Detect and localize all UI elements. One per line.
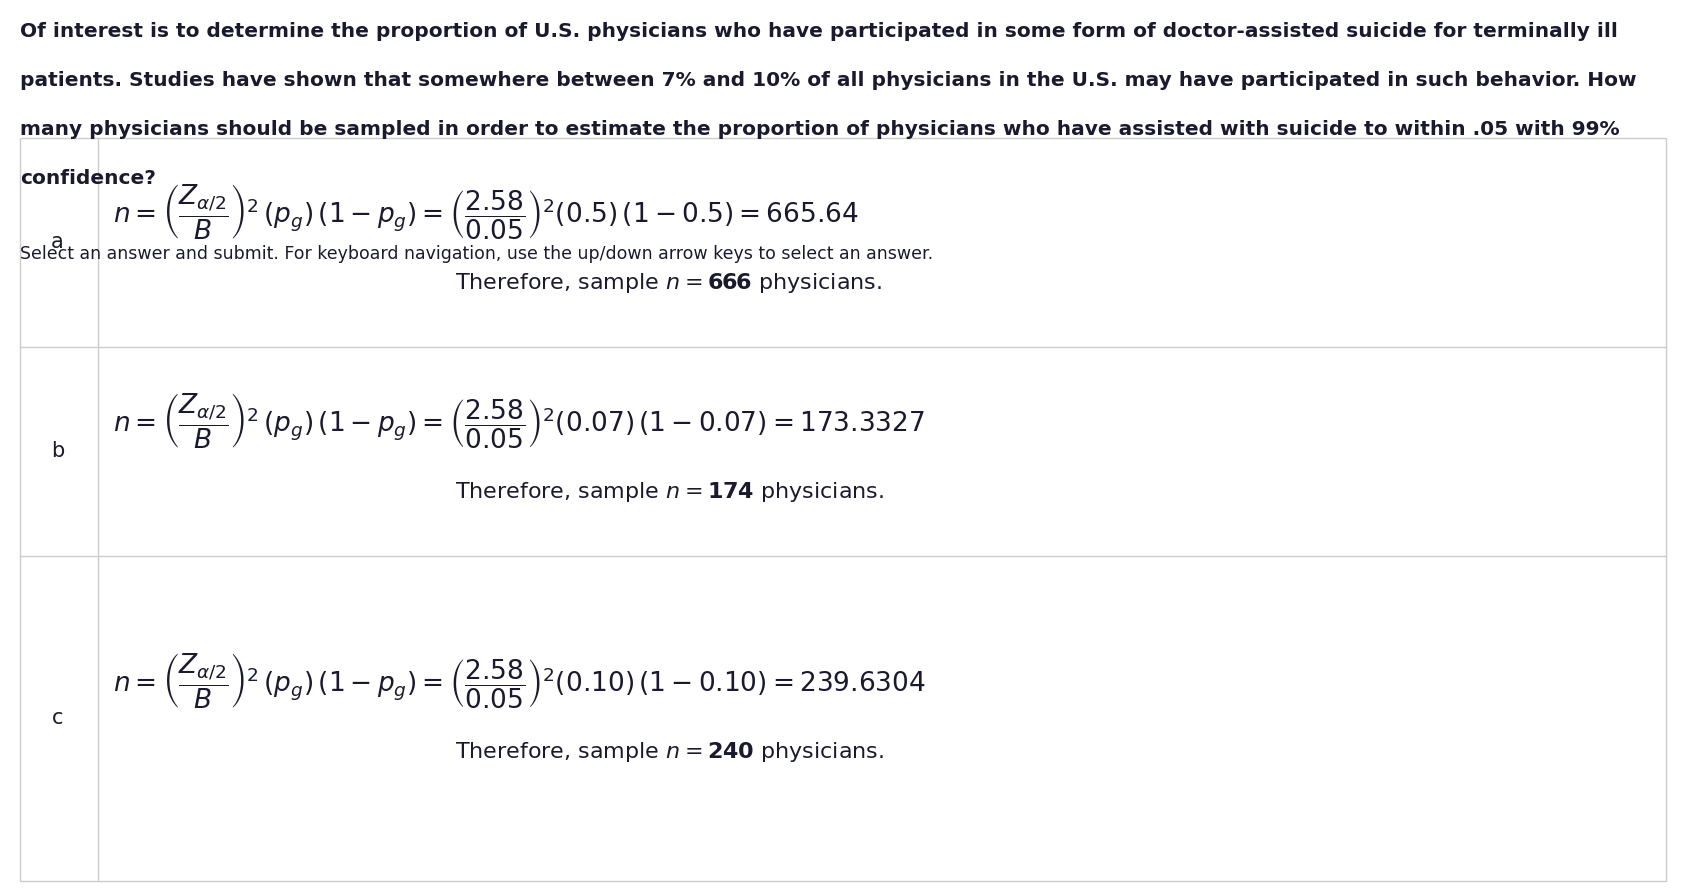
Text: $n = \left(\dfrac{Z_{\alpha/2}}{B}\right)^{2} \, (p_g)\,(1 - p_g) = \left(\dfrac: $n = \left(\dfrac{Z_{\alpha/2}}{B}\right… bbox=[113, 392, 926, 450]
Text: $n = \left(\dfrac{Z_{\alpha/2}}{B}\right)^{2} \, (p_g)\,(1 - p_g) = \left(\dfrac: $n = \left(\dfrac{Z_{\alpha/2}}{B}\right… bbox=[113, 182, 858, 241]
Text: Of interest is to determine the proportion of U.S. physicians who have participa: Of interest is to determine the proporti… bbox=[20, 22, 1619, 41]
Text: Therefore, sample $\mathit{n} = \mathbf{240}$ physicians.: Therefore, sample $\mathit{n} = \mathbf{… bbox=[455, 740, 883, 764]
Text: patients. Studies have shown that somewhere between 7% and 10% of all physicians: patients. Studies have shown that somewh… bbox=[20, 71, 1637, 90]
Text: many physicians should be sampled in order to estimate the proportion of physici: many physicians should be sampled in ord… bbox=[20, 120, 1620, 139]
Text: Therefore, sample $\mathit{n} = \mathbf{174}$ physicians.: Therefore, sample $\mathit{n} = \mathbf{… bbox=[455, 481, 883, 504]
Text: $n = \left(\dfrac{Z_{\alpha/2}}{B}\right)^{2} \, (p_g)\,(1 - p_g) = \left(\dfrac: $n = \left(\dfrac{Z_{\alpha/2}}{B}\right… bbox=[113, 651, 926, 710]
Text: Select an answer and submit. For keyboard navigation, use the up/down arrow keys: Select an answer and submit. For keyboar… bbox=[20, 245, 934, 263]
FancyBboxPatch shape bbox=[20, 138, 1666, 881]
Text: Therefore, sample $\mathit{n} = \mathbf{666}$ physicians.: Therefore, sample $\mathit{n} = \mathbf{… bbox=[455, 271, 882, 295]
Text: a: a bbox=[51, 232, 64, 252]
Text: c: c bbox=[52, 708, 62, 728]
Text: confidence?: confidence? bbox=[20, 169, 157, 188]
Text: b: b bbox=[51, 441, 64, 461]
